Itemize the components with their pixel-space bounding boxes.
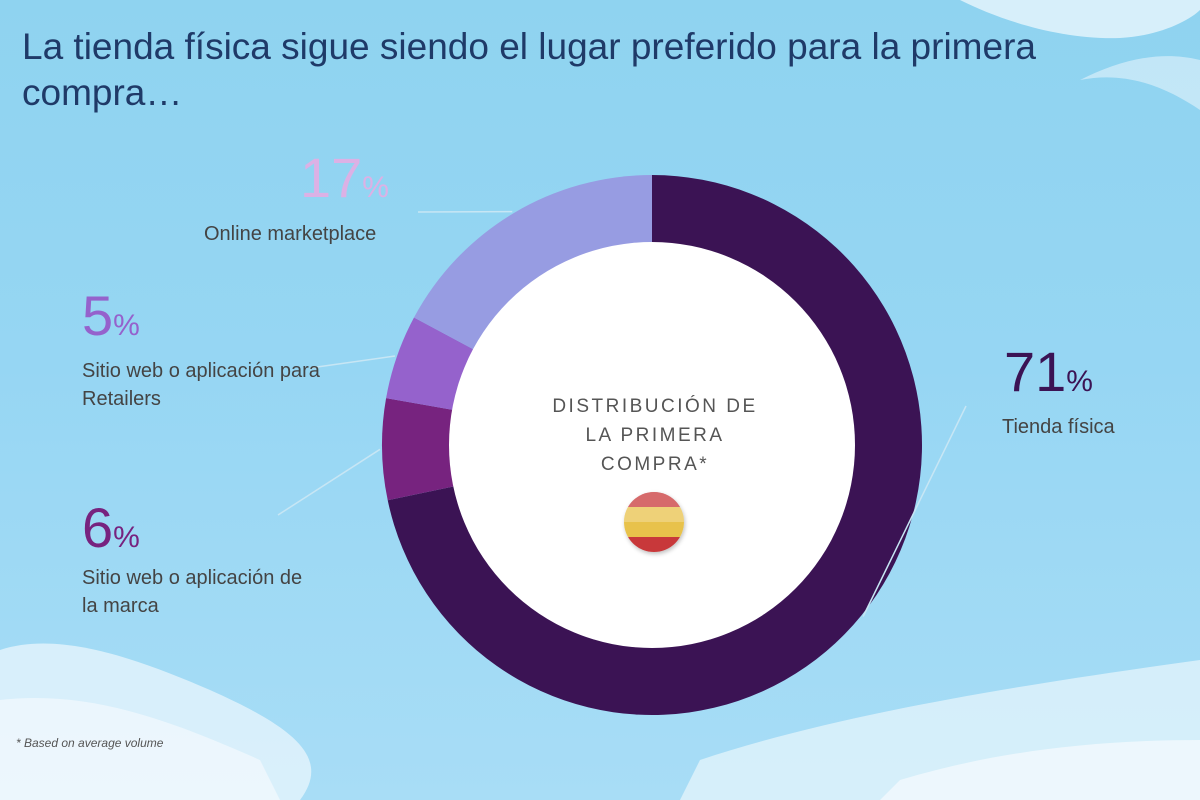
leader-line-tienda — [862, 405, 967, 617]
percent-sign: % — [362, 171, 389, 204]
value-label-tienda: 71 — [1004, 340, 1067, 403]
legend-label-marca: Sitio web o aplicación de la marca — [82, 567, 303, 617]
center-label-line: LA PRIMERA — [585, 425, 725, 446]
center-label-line: COMPRA* — [600, 454, 710, 475]
percent-sign: % — [113, 521, 140, 554]
pct-marca: 6% — [82, 500, 140, 566]
legend-label-retailers: Sitio web o aplicación para Retailers — [82, 360, 320, 410]
center-label: DISTRIBUCIÓN DE LA PRIMERA COMPRA* — [520, 392, 790, 479]
legend-label-tienda: Tienda física — [1002, 416, 1115, 438]
percent-sign: % — [113, 309, 140, 342]
pct-tienda: 71% — [1004, 344, 1093, 410]
page-title: La tienda física sigue siendo el lugar p… — [22, 26, 1036, 113]
pct-retailers: 5% — [82, 288, 140, 354]
donut-hole — [449, 242, 855, 648]
pct-marketplace: 17% — [300, 150, 389, 216]
footnote: * Based on average volume — [16, 736, 164, 750]
percent-sign: % — [1066, 365, 1093, 398]
spain-flag-icon — [624, 492, 684, 552]
value-label-marca: 6 — [82, 496, 114, 559]
value-label-marketplace: 17 — [300, 146, 363, 209]
legend-label-marketplace: Online marketplace — [204, 223, 377, 245]
center-label-line: DISTRIBUCIÓN DE — [552, 396, 758, 417]
leader-line-marca — [277, 448, 381, 516]
leader-line-retailers — [309, 355, 396, 369]
value-label-retailers: 5 — [82, 284, 114, 347]
